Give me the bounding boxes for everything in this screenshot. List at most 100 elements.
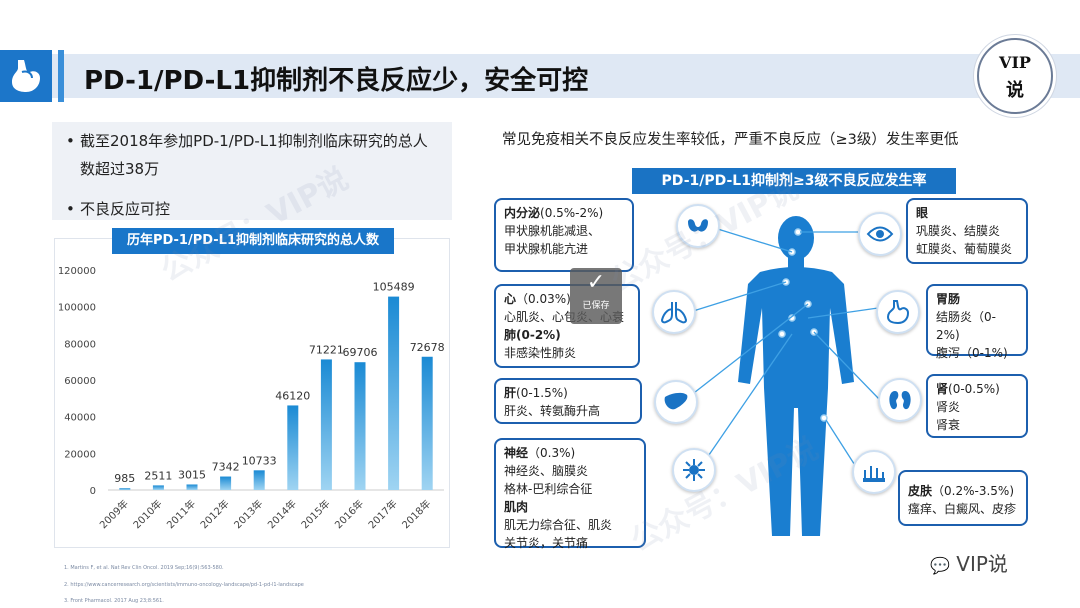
info-box <box>52 122 452 220</box>
card-title: 肾 <box>936 382 949 396</box>
skin-icon <box>852 450 896 494</box>
bar-chart: 0 20000 40000 60000 80000 100000 120000 985 2009… <box>58 266 445 531</box>
card-line: 瘙痒、白癜风、皮疹 <box>908 502 1017 516</box>
bar-value-label: 2511 <box>144 469 172 482</box>
bar <box>354 362 366 490</box>
card-line: 肾衰 <box>936 418 961 432</box>
card-title: 肺 <box>504 328 517 342</box>
footer-logo: 💬 VIP说 <box>930 548 1008 577</box>
card-line: 格林-巴利综合征 <box>504 482 593 496</box>
bar <box>119 488 131 490</box>
y-tick-label: 40000 <box>64 413 96 424</box>
chart-title: 历年PD-1/PD-L1抑制剂临床研究的总人数 <box>112 228 394 254</box>
y-tick-label: 20000 <box>64 449 96 460</box>
card-rate: (0-0.5%) <box>948 382 1000 396</box>
card-rate: （0.03%) <box>516 292 571 306</box>
bar <box>287 405 299 490</box>
card-title: 神经 <box>504 446 529 460</box>
bullet-item: • 不良反应可控 <box>66 200 171 218</box>
bullet-text: 截至2018年参加PD-1/PD-L1抑制剂临床研究的总人 <box>80 132 428 150</box>
y-tick-label: 100000 <box>58 303 96 314</box>
bar <box>253 470 265 490</box>
card-title: 肌肉 <box>504 500 529 514</box>
bar <box>220 476 232 490</box>
card-rate: （0.2%-3.5%) <box>932 484 1015 498</box>
saved-toast: ✓ 已保存 <box>570 268 622 324</box>
x-tick-label: 2016年 <box>332 497 366 531</box>
card-title: 皮肤 <box>908 484 933 498</box>
kidney-icon <box>878 378 922 422</box>
card-line: 非感染性肺炎 <box>504 346 577 360</box>
reference-2: 2. https://www.cancerresearch.org/scient… <box>64 582 304 588</box>
bar-value-label: 72678 <box>410 341 445 354</box>
card-line: 2%) <box>936 328 960 342</box>
right-banner: PD-1/PD-L1抑制剂≥3级不良反应发生率 <box>632 168 956 194</box>
footer-logo-text: VIP说 <box>956 552 1008 576</box>
card-title: 胃肠 <box>936 292 961 306</box>
vip-badge: VIP 说 <box>977 38 1053 114</box>
bullet-text-cont: 数超过38万 <box>80 160 160 178</box>
thyroid-icon <box>676 204 720 248</box>
bar-value-label: 71221 <box>309 343 344 356</box>
bar-value-label: 985 <box>114 472 135 485</box>
card-endocrine: 内分泌(0.5%-2%) 甲状腺机能减退、 甲状腺机能亢进 <box>494 198 634 272</box>
card-nerve-muscle: 神经（0.3%) 神经炎、脑膜炎 格林-巴利综合征 肌肉 肌无力综合征、肌炎 关… <box>494 438 646 550</box>
card-rate: (0-2%) <box>516 328 561 342</box>
bar-value-label: 105489 <box>373 281 415 294</box>
badge-line1: VIP <box>999 53 1031 72</box>
neuron-icon <box>672 448 716 492</box>
eye-icon <box>858 212 902 256</box>
card-skin: 皮肤（0.2%-3.5%) 瘙痒、白癜风、皮疹 <box>898 470 1028 526</box>
bar <box>186 484 198 490</box>
card-title: 心 <box>504 292 517 306</box>
x-tick-label: 2011年 <box>164 497 198 531</box>
x-tick-label: 2013年 <box>231 497 265 531</box>
card-title: 眼 <box>916 206 929 220</box>
card-line: 肾炎 <box>936 400 961 414</box>
bar-value-label: 46120 <box>275 389 310 402</box>
liver-icon <box>654 380 698 424</box>
bar <box>320 359 332 490</box>
bullet-text: 不良反应可控 <box>80 200 171 218</box>
check-icon: ✓ <box>586 270 606 295</box>
card-eye: 眼 巩膜炎、结膜炎 虹膜炎、葡萄膜炎 <box>906 198 1028 264</box>
lung-icon <box>652 290 696 334</box>
x-tick-label: 2018年 <box>399 497 433 531</box>
card-line: 甲状腺机能减退、 <box>504 224 601 238</box>
bar-value-label: 3015 <box>178 468 206 481</box>
card-line: 关节炎，关节痛 <box>504 536 589 550</box>
x-tick-label: 2014年 <box>265 497 299 531</box>
y-tick-label: 60000 <box>64 376 96 387</box>
bar <box>421 356 433 490</box>
card-title: 肝 <box>504 386 517 400</box>
title-separator <box>58 50 64 102</box>
stomach-logo-icon <box>0 50 52 102</box>
badge-line2: 说 <box>1006 80 1024 101</box>
bar-value-label: 10733 <box>242 454 277 467</box>
card-liver: 肝(0-1.5%) 肝炎、转氨酶升高 <box>494 378 642 424</box>
card-line: 巩膜炎、结膜炎 <box>916 224 1001 238</box>
card-line: 肝炎、转氨酶升高 <box>504 404 601 418</box>
card-line: 神经炎、脑膜炎 <box>504 464 589 478</box>
x-tick-label: 2010年 <box>130 497 164 531</box>
card-rate: (0.5%-2%) <box>540 206 604 220</box>
bar-value-label: 7342 <box>212 461 240 474</box>
y-tick-label: 80000 <box>64 339 96 350</box>
chart-frame <box>54 238 450 548</box>
card-line: 腹泻（0-1%) <box>936 346 1008 360</box>
x-tick-label: 2017年 <box>365 497 399 531</box>
card-kidney: 肾(0-0.5%) 肾炎 肾衰 <box>926 374 1028 438</box>
card-line: 结肠炎（0- <box>936 310 996 324</box>
y-tick-label: 120000 <box>58 266 96 277</box>
card-line: 肌无力综合征、肌炎 <box>504 518 613 532</box>
bar <box>152 485 164 490</box>
y-tick-label: 0 <box>90 486 96 497</box>
card-line: 甲状腺机能亢进 <box>504 242 589 256</box>
x-tick-label: 2012年 <box>197 497 231 531</box>
bullet-item: • 截至2018年参加PD-1/PD-L1抑制剂临床研究的总人 <box>66 132 428 150</box>
right-heading: 常见免疫相关不良反应发生率较低，严重不良反应（≥3级）发生率更低 <box>502 132 959 148</box>
title-bar <box>0 54 1080 98</box>
card-rate: (0-1.5%) <box>516 386 568 400</box>
reference-1: 1. Martins F, et al. Nat Rev Clin Oncol.… <box>64 565 224 571</box>
